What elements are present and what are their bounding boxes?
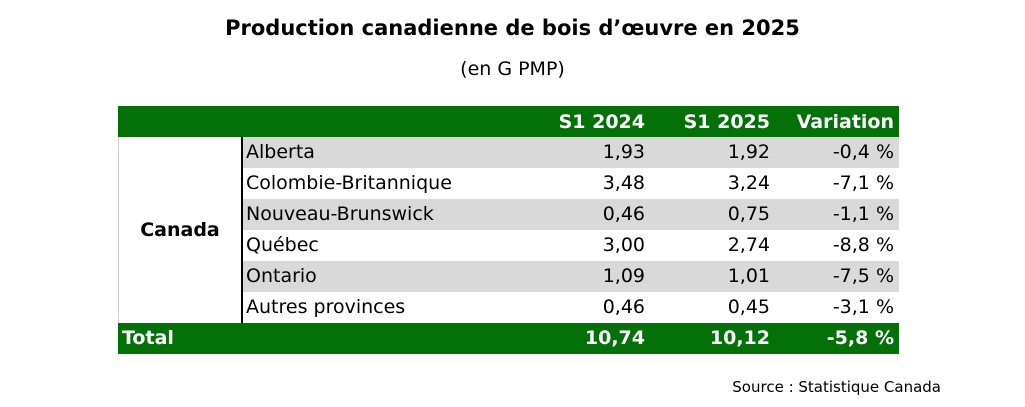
table-row: Québec 3,00 2,74 -8,8 % (243, 230, 899, 261)
chart-title: Production canadienne de bois d’œuvre en… (225, 16, 800, 40)
row-province: Autres provinces (246, 296, 406, 318)
row-province: Colombie-Britannique (246, 172, 452, 194)
total-s1-2024: 10,74 (584, 327, 645, 349)
row-s1-2024: 1,93 (602, 141, 645, 163)
row-s1-2024: 3,48 (602, 172, 645, 194)
row-variation: -1,1 % (832, 203, 894, 225)
row-s1-2025: 0,75 (727, 203, 770, 225)
production-table: S1 2024 S1 2025 Variation Canada Alberta… (118, 106, 899, 354)
header-s1-2024: S1 2024 (558, 111, 645, 133)
row-province: Ontario (246, 265, 317, 287)
total-s1-2025: 10,12 (709, 327, 770, 349)
table-header: S1 2024 S1 2025 Variation (118, 106, 899, 137)
row-s1-2025: 2,74 (727, 234, 770, 256)
row-s1-2024: 3,00 (602, 234, 645, 256)
total-label: Total (122, 327, 174, 349)
row-variation: -3,1 % (832, 296, 894, 318)
table-row: Ontario 1,09 1,01 -7,5 % (243, 261, 899, 292)
row-s1-2025: 1,01 (727, 265, 770, 287)
total-row: Total 10,74 10,12 -5,8 % (118, 323, 899, 354)
group-label-canada: Canada (118, 137, 241, 323)
row-s1-2024: 1,09 (602, 265, 645, 287)
header-s1-2025: S1 2025 (683, 111, 770, 133)
table-row: Autres provinces 0,46 0,45 -3,1 % (243, 292, 899, 323)
row-variation: -8,8 % (832, 234, 894, 256)
table-row: Colombie-Britannique 3,48 3,24 -7,1 % (243, 168, 899, 199)
table-row: Alberta 1,93 1,92 -0,4 % (243, 137, 899, 168)
row-s1-2025: 3,24 (727, 172, 770, 194)
row-province: Nouveau-Brunswick (246, 203, 434, 225)
total-variation: -5,8 % (826, 327, 894, 349)
row-s1-2025: 0,45 (727, 296, 770, 318)
group-divider (241, 137, 243, 323)
row-s1-2024: 0,46 (602, 296, 645, 318)
row-s1-2025: 1,92 (727, 141, 770, 163)
source-note: Source : Statistique Canada (732, 378, 941, 396)
header-variation: Variation (796, 111, 894, 133)
row-variation: -7,1 % (832, 172, 894, 194)
row-variation: -7,5 % (832, 265, 894, 287)
table-row: Nouveau-Brunswick 0,46 0,75 -1,1 % (243, 199, 899, 230)
row-province: Québec (246, 234, 319, 256)
row-s1-2024: 0,46 (602, 203, 645, 225)
row-province: Alberta (246, 141, 315, 163)
row-variation: -0,4 % (832, 141, 894, 163)
chart-subtitle: (en G PMP) (460, 58, 565, 80)
